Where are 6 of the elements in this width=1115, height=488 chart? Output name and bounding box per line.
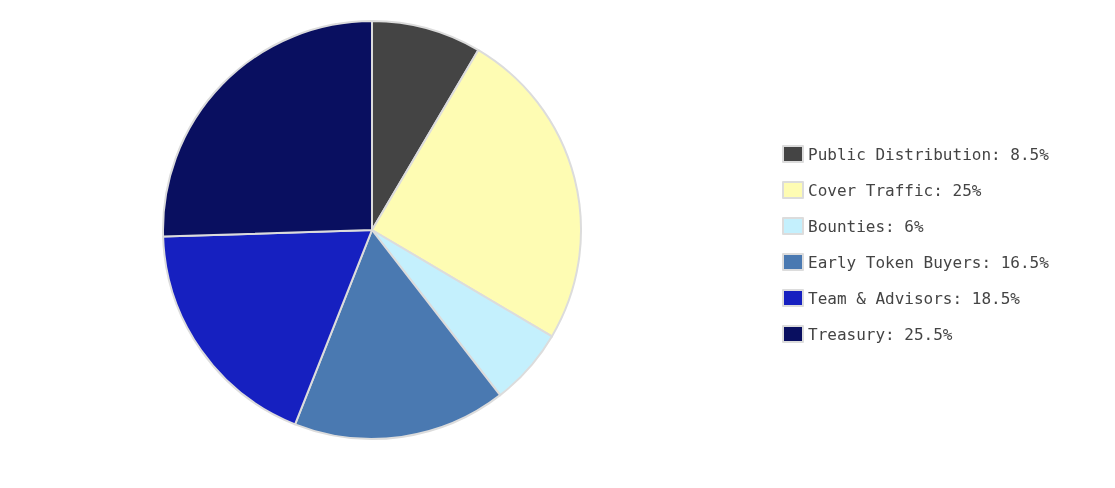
legend-label: Treasury: 25.5% (808, 324, 953, 344)
legend-label: Bounties: 6% (808, 216, 924, 236)
legend-label: Public Distribution: 8.5% (808, 144, 1050, 164)
legend-label: Team & Advisors: 18.5% (808, 288, 1021, 308)
legend-label: Cover Traffic: 25% (808, 180, 982, 200)
legend-label: Early Token Buyers: 16.5% (808, 252, 1050, 272)
